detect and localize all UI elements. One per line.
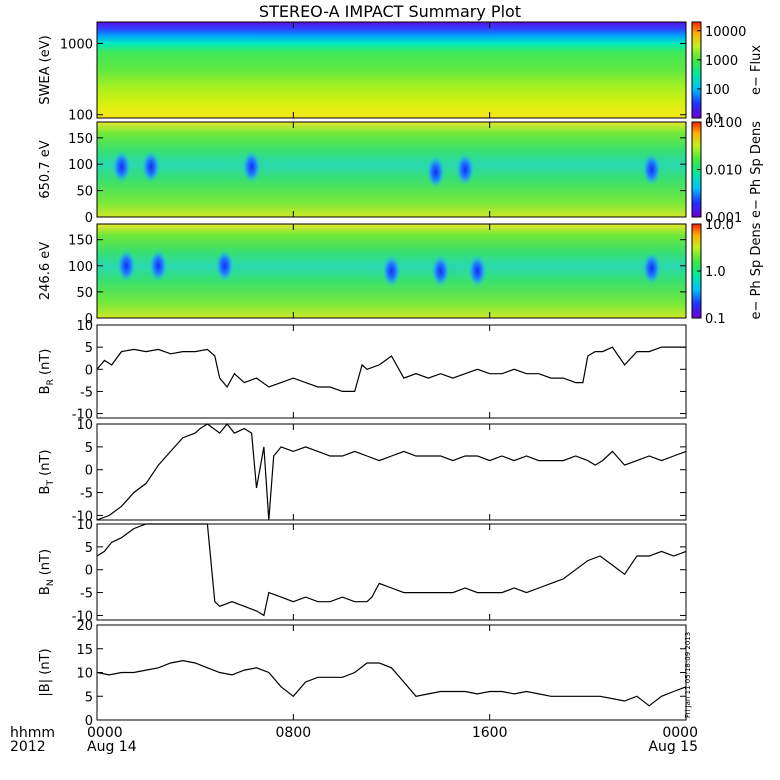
low-density-patch	[642, 153, 661, 186]
y-tick-label: 150	[68, 234, 93, 249]
low-density-patch	[149, 249, 168, 282]
heatmap-field	[97, 22, 686, 118]
y-tick-label: -5	[80, 487, 93, 502]
y-tick-label: 150	[68, 132, 93, 147]
panel-6: -10 -5 0 5 10 BN (nT)	[38, 518, 687, 624]
y-tick-label: 10	[76, 667, 93, 682]
time-axis-label-hhmm: hhmm	[10, 725, 55, 741]
colorbar-tick-label: 10000	[705, 25, 746, 40]
colorbar-label: e− Ph Sp Dens	[749, 121, 764, 218]
panel-frame	[96, 324, 687, 419]
y-tick-label: 20	[76, 619, 93, 634]
y-tick-label: 5	[85, 690, 93, 705]
y-tick-label: 10	[76, 418, 93, 433]
y-tick-label: 0	[85, 363, 93, 378]
low-density-patch	[117, 249, 136, 282]
low-density-patch	[426, 155, 445, 189]
y-axis-label: |B| (nT)	[38, 648, 53, 696]
y-tick-label: 50	[76, 286, 93, 301]
x-tick-label: 0800	[276, 725, 312, 741]
y-tick-label: 0	[85, 714, 93, 729]
panel-4: -10 -5 0 5 10 BR (nT)	[38, 319, 687, 423]
y-tick-label: 5	[85, 341, 93, 356]
y-tick-label: 15	[76, 643, 93, 658]
y-tick-label: 0	[85, 312, 93, 327]
y-tick-label: -10	[72, 408, 93, 423]
colorbar-label: e− Flux	[749, 45, 764, 95]
panel-frame	[96, 223, 687, 319]
series-line	[96, 346, 686, 392]
y-tick-label: 0	[85, 211, 93, 226]
panel-frame	[96, 624, 687, 721]
low-density-patch	[382, 255, 401, 287]
panel-5: -10 -5 0 5 10 BT (nT)	[38, 418, 687, 524]
y-tick-label: 10	[76, 518, 93, 533]
low-density-patch	[112, 150, 131, 184]
y-axis-label: BN (nT)	[38, 549, 56, 595]
y-tick-label: 100	[68, 109, 93, 124]
y-tick-label: 5	[85, 541, 93, 556]
x-date-label: Aug 14	[87, 739, 137, 755]
y-tick-label: -5	[80, 587, 93, 602]
y-axis-label: BT (nT)	[38, 450, 56, 495]
heatmap-field	[97, 122, 686, 217]
colorbar-tick-label: 0.010	[705, 164, 742, 179]
y-tick-label: 5	[85, 441, 93, 456]
time-axis-label-year: 2012	[10, 739, 46, 755]
x-tick-label: 1600	[472, 725, 508, 741]
low-density-patch	[456, 153, 475, 186]
panel-frame	[96, 121, 687, 218]
colorbar-tick-label: 10.0	[705, 218, 734, 233]
y-tick-label: -10	[72, 609, 93, 624]
colorbar-tick-label: 1.0	[705, 265, 726, 280]
panel-frame	[96, 423, 687, 521]
panel-frame	[96, 523, 687, 621]
plot-title: STEREO-A IMPACT Summary Plot	[259, 2, 521, 21]
low-density-patch	[642, 252, 661, 285]
y-tick-label: 100	[68, 158, 93, 173]
panel-7: 0 5 10 15 20 |B| (nT)	[38, 619, 687, 729]
y-axis-label: 650.7 eV	[38, 140, 53, 198]
y-tick-label: 0	[85, 464, 93, 479]
y-axis-label: 246.6 eV	[38, 242, 53, 300]
colorbar-tick-label: 0.100	[705, 116, 742, 131]
y-tick-label: 1000	[60, 37, 93, 52]
y-tick-label: 10	[76, 319, 93, 334]
y-tick-label: 0	[85, 564, 93, 579]
y-tick-label: -10	[72, 509, 93, 524]
y-tick-label: -5	[80, 385, 93, 400]
colorbar	[691, 21, 702, 119]
timestamp: Fri Jan 11 05:18:09 2013	[684, 632, 692, 718]
y-axis-label: SWEA (eV)	[38, 35, 53, 104]
colorbar-tick-label: 100	[705, 83, 730, 98]
low-density-patch	[141, 150, 160, 184]
series-line	[96, 659, 687, 707]
panel-3: 0.1 1.0 10.0 e− Ph Sp Dens 0 50 100 150 246.6 eV	[38, 218, 764, 327]
colorbar-tick-label: 10	[705, 112, 722, 127]
series-line	[96, 523, 687, 617]
series-line	[96, 423, 687, 521]
panel-2: 0.001 0.010 0.100 e− Ph Sp Dens 0 50 100 150 650…	[38, 116, 764, 226]
y-axis-label: BR (nT)	[38, 349, 56, 395]
colorbar-tick-label: 1000	[705, 54, 738, 69]
colorbar-tick-label: 0.001	[705, 211, 742, 226]
colorbar-label: e− Ph Sp Dens	[749, 222, 764, 319]
low-density-patch	[242, 150, 261, 184]
x-tick-label: 0000	[87, 725, 123, 741]
low-density-patch	[468, 255, 487, 287]
low-density-patch	[431, 255, 450, 287]
y-tick-label: 100	[68, 260, 93, 275]
panel-frame	[96, 21, 687, 119]
low-density-patch	[215, 249, 234, 282]
x-date-label: Aug 15	[648, 739, 698, 755]
x-tick-label: 0000	[662, 725, 698, 741]
y-tick-label: 50	[76, 185, 93, 200]
colorbar-tick-label: 0.1	[705, 312, 726, 327]
